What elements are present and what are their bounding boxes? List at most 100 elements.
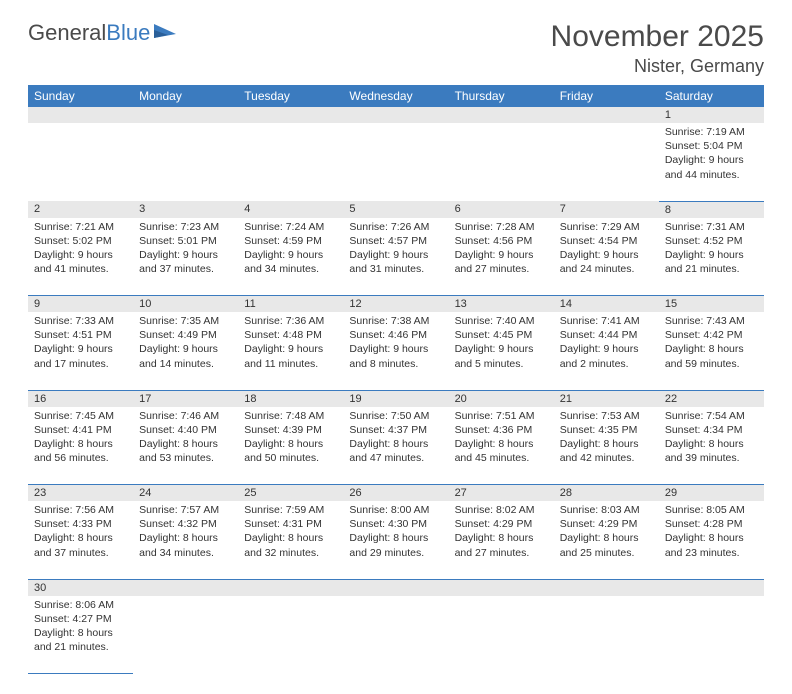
day-body-cell: Sunrise: 7:21 AMSunset: 5:02 PMDaylight:… bbox=[28, 218, 133, 296]
day-number-cell: 7 bbox=[554, 201, 659, 218]
day-details: Sunrise: 7:33 AMSunset: 4:51 PMDaylight:… bbox=[28, 312, 133, 375]
day-number-row: 23242526272829 bbox=[28, 485, 764, 502]
sunset-line: Sunset: 4:36 PM bbox=[455, 423, 548, 437]
day-body-cell: Sunrise: 8:03 AMSunset: 4:29 PMDaylight:… bbox=[554, 501, 659, 579]
sunset-line: Sunset: 4:59 PM bbox=[244, 234, 337, 248]
sunset-line: Sunset: 4:28 PM bbox=[665, 517, 758, 531]
daylight-line: Daylight: 8 hours and 47 minutes. bbox=[349, 437, 442, 465]
day-body-row: Sunrise: 7:45 AMSunset: 4:41 PM Daylight:… bbox=[28, 407, 764, 485]
day-number-cell bbox=[659, 579, 764, 596]
weekday-header: Wednesday bbox=[343, 85, 448, 107]
flag-icon bbox=[154, 20, 180, 46]
daylight-line: Daylight: 8 hours and 27 minutes. bbox=[455, 531, 548, 559]
day-details: Sunrise: 7:56 AMSunset: 4:33 PMDaylight:… bbox=[28, 501, 133, 564]
daylight-line: Daylight: 9 hours and 41 minutes. bbox=[34, 248, 127, 276]
day-body-cell: Sunrise: 7:23 AMSunset: 5:01 PMDaylight:… bbox=[133, 218, 238, 296]
day-body-cell: Sunrise: 7:35 AMSunset: 4:49 PMDaylight:… bbox=[133, 312, 238, 390]
day-body-cell: Sunrise: 8:06 AMSunset: 4:27 PMDaylight:… bbox=[28, 596, 133, 674]
day-details: Sunrise: 8:05 AMSunset: 4:28 PMDaylight:… bbox=[659, 501, 764, 564]
day-number-cell: 17 bbox=[133, 390, 238, 407]
day-number-cell: 3 bbox=[133, 201, 238, 218]
day-number-cell: 27 bbox=[449, 485, 554, 502]
day-number-cell bbox=[554, 579, 659, 596]
day-body-cell: Sunrise: 7:36 AMSunset: 4:48 PMDaylight:… bbox=[238, 312, 343, 390]
day-body-cell: Sunrise: 7:48 AMSunset: 4:39 PMDaylight:… bbox=[238, 407, 343, 485]
day-number-cell: 22 bbox=[659, 390, 764, 407]
day-details: Sunrise: 7:36 AMSunset: 4:48 PMDaylight:… bbox=[238, 312, 343, 375]
day-number-cell: 13 bbox=[449, 296, 554, 313]
daylight-line: Daylight: 9 hours and 27 minutes. bbox=[455, 248, 548, 276]
day-number-cell: 8 bbox=[659, 201, 764, 218]
sunrise-line: Sunrise: 7:24 AM bbox=[244, 220, 337, 234]
day-body-cell: Sunrise: 8:05 AMSunset: 4:28 PMDaylight:… bbox=[659, 501, 764, 579]
day-number-cell: 15 bbox=[659, 296, 764, 313]
day-number-cell: 21 bbox=[554, 390, 659, 407]
daylight-line: Daylight: 8 hours and 32 minutes. bbox=[244, 531, 337, 559]
day-body-cell bbox=[343, 123, 448, 201]
day-number-cell: 2 bbox=[28, 201, 133, 218]
sunrise-line: Sunrise: 8:00 AM bbox=[349, 503, 442, 517]
day-body-cell bbox=[133, 123, 238, 201]
day-body-cell bbox=[449, 596, 554, 674]
day-number-cell bbox=[343, 579, 448, 596]
sunset-line: Sunset: 4:30 PM bbox=[349, 517, 442, 531]
day-details: Sunrise: 7:24 AMSunset: 4:59 PMDaylight:… bbox=[238, 218, 343, 281]
weekday-header-row: Sunday Monday Tuesday Wednesday Thursday… bbox=[28, 85, 764, 107]
day-number-cell: 19 bbox=[343, 390, 448, 407]
day-number-cell: 16 bbox=[28, 390, 133, 407]
sunrise-line: Sunrise: 7:45 AM bbox=[34, 409, 127, 423]
day-number-cell bbox=[238, 107, 343, 123]
day-number-cell: 26 bbox=[343, 485, 448, 502]
sunset-line: Sunset: 4:34 PM bbox=[665, 423, 758, 437]
month-title: November 2025 bbox=[551, 20, 764, 54]
daylight-line: Daylight: 8 hours and 53 minutes. bbox=[139, 437, 232, 465]
day-body-cell: Sunrise: 8:00 AMSunset: 4:30 PMDaylight:… bbox=[343, 501, 448, 579]
day-body-cell: Sunrise: 7:56 AMSunset: 4:33 PMDaylight:… bbox=[28, 501, 133, 579]
day-body-cell: Sunrise: 7:41 AMSunset: 4:44 PMDaylight:… bbox=[554, 312, 659, 390]
sunrise-line: Sunrise: 7:28 AM bbox=[455, 220, 548, 234]
weekday-header: Tuesday bbox=[238, 85, 343, 107]
sunset-line: Sunset: 4:42 PM bbox=[665, 328, 758, 342]
sunset-line: Sunset: 4:33 PM bbox=[34, 517, 127, 531]
day-body-cell: Sunrise: 7:40 AMSunset: 4:45 PMDaylight:… bbox=[449, 312, 554, 390]
day-body-cell bbox=[28, 123, 133, 201]
sunrise-line: Sunrise: 7:50 AM bbox=[349, 409, 442, 423]
day-number-cell: 12 bbox=[343, 296, 448, 313]
day-number-cell bbox=[554, 107, 659, 123]
sunset-line: Sunset: 4:40 PM bbox=[139, 423, 232, 437]
day-body-row: Sunrise: 7:21 AMSunset: 5:02 PMDaylight:… bbox=[28, 218, 764, 296]
day-details: Sunrise: 8:03 AMSunset: 4:29 PMDaylight:… bbox=[554, 501, 659, 564]
day-number-row: 16171819202122 bbox=[28, 390, 764, 407]
sunset-line: Sunset: 4:46 PM bbox=[349, 328, 442, 342]
daylight-line: Daylight: 8 hours and 39 minutes. bbox=[665, 437, 758, 465]
sunset-line: Sunset: 5:01 PM bbox=[139, 234, 232, 248]
sunset-line: Sunset: 4:49 PM bbox=[139, 328, 232, 342]
day-body-cell: Sunrise: 7:59 AMSunset: 4:31 PMDaylight:… bbox=[238, 501, 343, 579]
daylight-line: Daylight: 8 hours and 59 minutes. bbox=[665, 342, 758, 370]
day-body-cell: Sunrise: 7:51 AMSunset: 4:36 PMDaylight:… bbox=[449, 407, 554, 485]
day-number-cell: 20 bbox=[449, 390, 554, 407]
day-details: Sunrise: 7:31 AMSunset: 4:52 PMDaylight:… bbox=[659, 218, 764, 281]
day-number-cell: 10 bbox=[133, 296, 238, 313]
daylight-line: Daylight: 9 hours and 44 minutes. bbox=[665, 153, 758, 181]
day-details: Sunrise: 7:19 AMSunset: 5:04 PMDaylight:… bbox=[659, 123, 764, 186]
day-number-cell: 4 bbox=[238, 201, 343, 218]
sunrise-line: Sunrise: 7:26 AM bbox=[349, 220, 442, 234]
day-details: Sunrise: 7:23 AMSunset: 5:01 PMDaylight:… bbox=[133, 218, 238, 281]
day-body-cell: Sunrise: 7:50 AMSunset: 4:37 PMDaylight:… bbox=[343, 407, 448, 485]
sunset-line: Sunset: 4:41 PM bbox=[34, 423, 127, 437]
day-details: Sunrise: 7:50 AMSunset: 4:37 PMDaylight:… bbox=[343, 407, 448, 470]
sunrise-line: Sunrise: 7:38 AM bbox=[349, 314, 442, 328]
day-number-cell bbox=[133, 107, 238, 123]
day-body-cell: Sunrise: 7:29 AMSunset: 4:54 PMDaylight:… bbox=[554, 218, 659, 296]
day-number-cell: 25 bbox=[238, 485, 343, 502]
sunset-line: Sunset: 4:54 PM bbox=[560, 234, 653, 248]
daylight-line: Daylight: 9 hours and 24 minutes. bbox=[560, 248, 653, 276]
day-body-cell: Sunrise: 7:19 AMSunset: 5:04 PMDaylight:… bbox=[659, 123, 764, 201]
logo-text-1: General bbox=[28, 20, 106, 46]
sunset-line: Sunset: 5:02 PM bbox=[34, 234, 127, 248]
day-details: Sunrise: 7:21 AMSunset: 5:02 PMDaylight:… bbox=[28, 218, 133, 281]
day-details: Sunrise: 7:53 AMSunset: 4:35 PMDaylight:… bbox=[554, 407, 659, 470]
sunrise-line: Sunrise: 7:36 AM bbox=[244, 314, 337, 328]
daylight-line: Daylight: 9 hours and 34 minutes. bbox=[244, 248, 337, 276]
